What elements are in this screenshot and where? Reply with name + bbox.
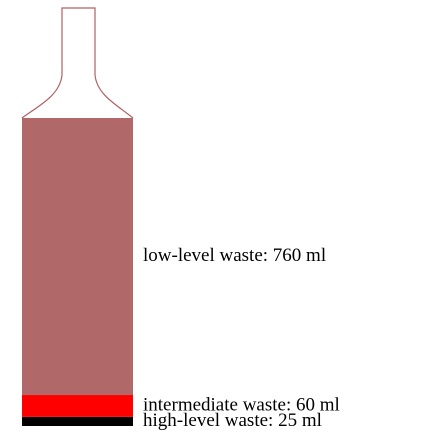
waste-segment — [22, 417, 133, 426]
chart: high-level waste: 25 mlintermediate wast… — [0, 0, 436, 438]
bottle-outline — [22, 8, 133, 118]
waste-segment — [22, 395, 133, 417]
waste-segment — [22, 118, 133, 395]
value-label: intermediate waste: 60 ml — [143, 394, 340, 415]
value-label: low-level waste: 760 ml — [143, 245, 326, 266]
